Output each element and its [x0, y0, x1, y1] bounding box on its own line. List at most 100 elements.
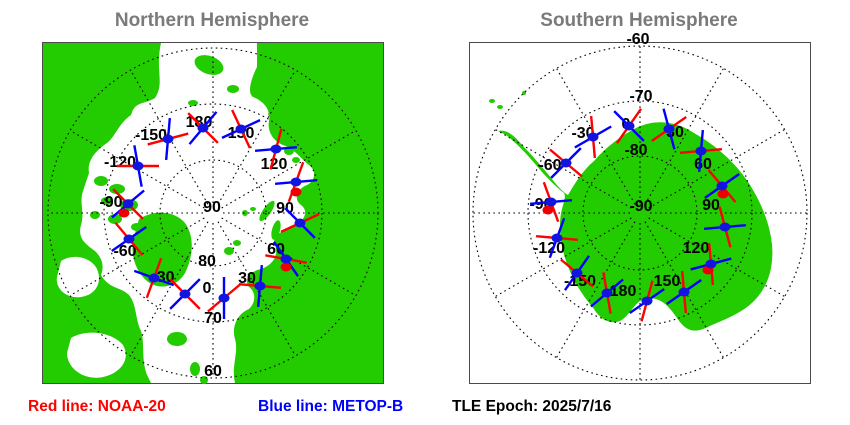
satellite-position-dot — [270, 144, 282, 154]
coordinate-label: 150 — [654, 273, 681, 290]
coordinate-label: 60 — [204, 363, 222, 380]
meridian-line — [495, 217, 632, 297]
meridian-line — [495, 129, 632, 209]
south-map: -60-70-80-900-3030-6060-9090-120120-1501… — [470, 31, 810, 383]
coordinate-label: -120 — [104, 154, 136, 171]
north-satellite-markers — [111, 109, 320, 319]
coordinate-label: 0 — [203, 280, 212, 297]
meridian-line — [217, 69, 296, 205]
latitude-circle — [103, 103, 323, 323]
meridian-line — [644, 68, 724, 205]
south-map-title: Southern Hemisphere — [540, 10, 738, 31]
coordinate-label: -70 — [629, 88, 652, 105]
satellite-marker — [549, 147, 583, 179]
satellite-marker — [265, 241, 307, 277]
satellite-position-dot — [132, 161, 144, 171]
legend-tle-epoch: TLE Epoch: 2025/7/16 — [452, 398, 612, 415]
coordinate-label: 120 — [683, 240, 710, 257]
meridian-line — [130, 221, 209, 357]
satellite-position-dot — [716, 181, 728, 191]
noaa20-position-dot — [717, 189, 729, 199]
south-coordinate-labels: -60-70-80-900-3030-6060-9090-120120-1501… — [529, 31, 720, 300]
satellite-position-dot — [705, 259, 717, 269]
north-plot-box: 180-150150-120120-909090-6060-3030080706… — [42, 42, 384, 384]
meridian-line — [648, 129, 785, 209]
coordinate-label: -60 — [113, 243, 136, 260]
noaa20-position-dot — [118, 208, 130, 218]
satellite-position-dot — [123, 234, 135, 244]
satellite-marker — [254, 128, 298, 170]
coordinate-label: 80 — [198, 253, 216, 270]
coordinate-label: 180 — [610, 283, 637, 300]
legend-red-line-noaa20: Red line: NOAA-20 — [28, 398, 166, 415]
noaa20-position-dot — [280, 262, 292, 272]
satellite-marker — [207, 277, 241, 319]
meridian-line — [217, 221, 296, 357]
coordinate-label: -150 — [135, 127, 167, 144]
coordinate-label: 60 — [267, 241, 285, 258]
coordinate-label: -60 — [538, 157, 561, 174]
satellite-position-dot — [663, 124, 675, 134]
north-islands — [90, 55, 300, 384]
coordinate-label: -90 — [99, 194, 122, 211]
antarctica-landmass — [489, 91, 773, 331]
coordinate-label: 90 — [702, 197, 720, 214]
coordinate-label: 90 — [203, 199, 221, 216]
satellite-marker — [274, 161, 318, 203]
satellite-position-dot — [197, 123, 209, 133]
satellite-position-dot — [623, 121, 635, 131]
satellite-marker — [535, 217, 579, 259]
satellite-marker — [529, 181, 573, 223]
satellite-marker — [651, 108, 687, 150]
satellite-marker — [560, 255, 594, 291]
satellite-position-dot — [254, 281, 266, 291]
meridian-line — [130, 69, 209, 205]
satellite-position-dot — [218, 293, 230, 303]
satellite-marker — [280, 207, 320, 239]
satellite-position-dot — [601, 288, 613, 298]
meridian-line — [69, 130, 205, 209]
meridian-line — [221, 130, 357, 209]
north-map: 180-150150-120120-909090-6060-3030080706… — [43, 43, 383, 384]
coordinate-label: 30 — [238, 270, 256, 287]
satellite-marker — [590, 272, 624, 314]
satellite-position-dot — [162, 134, 174, 144]
latitude-circle — [47, 47, 379, 379]
satellite-marker — [613, 108, 645, 144]
coordinate-label: -90 — [629, 198, 652, 215]
satellite-position-dot — [719, 222, 731, 232]
satellite-marker — [147, 117, 189, 161]
satellite-position-dot — [571, 268, 583, 278]
latitude-circle — [582, 155, 698, 271]
legend-blue-line-metopb: Blue line: METOP-B — [258, 398, 404, 415]
satellite-position-dot — [290, 177, 302, 187]
satellite-marker — [117, 145, 159, 187]
coordinate-label: -120 — [533, 240, 565, 257]
coordinate-label: 150 — [228, 125, 255, 142]
satellite-position-dot — [545, 197, 557, 207]
coordinate-label: -60 — [626, 31, 649, 48]
satellite-marker — [704, 169, 740, 203]
satellite-marker — [574, 115, 612, 159]
meridian-line — [644, 221, 724, 358]
noaa20-position-dot — [542, 205, 554, 215]
meridian-line — [648, 217, 785, 297]
coordinate-label: -80 — [624, 142, 647, 159]
coordinate-label: -150 — [564, 273, 596, 290]
satellite-position-dot — [678, 287, 690, 297]
latitude-circle — [472, 45, 808, 381]
satellite-marker — [169, 278, 201, 310]
satellite-marker — [690, 242, 732, 286]
satellite-position-dot — [235, 124, 247, 134]
meridian-line — [556, 221, 636, 358]
coordinate-label: -30 — [151, 269, 174, 286]
satellite-marker — [187, 111, 219, 145]
satellite-marker — [111, 188, 145, 220]
satellite-marker — [221, 109, 261, 149]
satellite-marker — [703, 206, 747, 248]
satellite-position-dot — [641, 296, 653, 306]
meridian-line — [221, 217, 357, 296]
south-plot-box: -60-70-80-900-3030-6060-9090-120120-1501… — [469, 31, 811, 384]
latitude-circle — [527, 100, 753, 326]
